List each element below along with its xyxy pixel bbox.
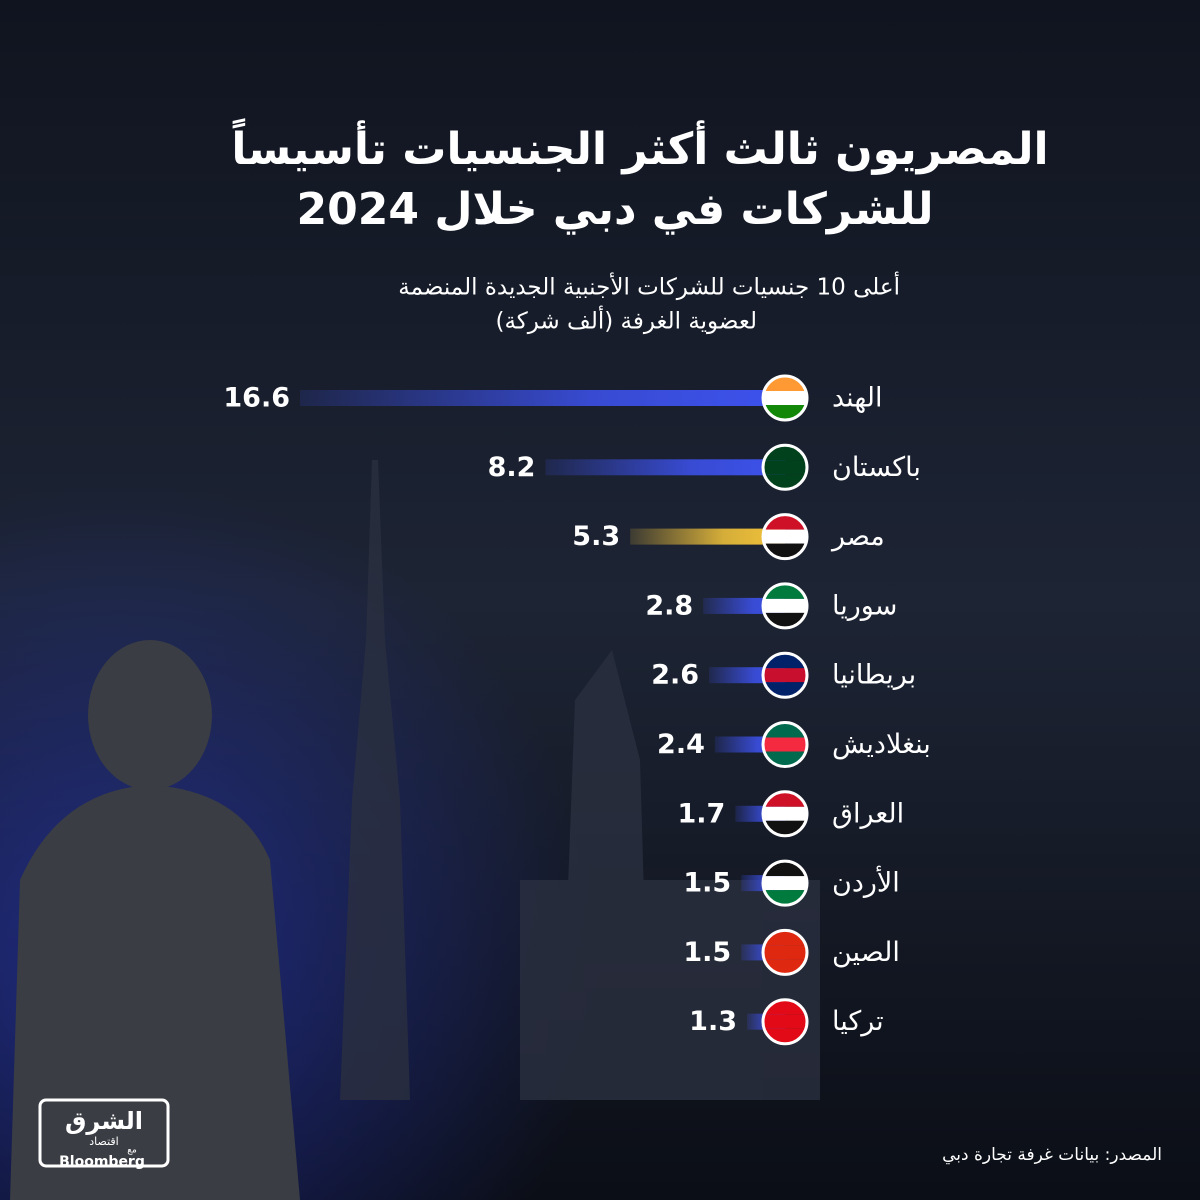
skyline — [340, 460, 820, 1100]
flag-ring — [761, 859, 809, 907]
flag — [764, 931, 806, 974]
value-label: 1.5 — [683, 868, 731, 899]
flag-stripe — [764, 474, 806, 489]
flag-stripe — [764, 945, 806, 960]
bar — [300, 390, 785, 406]
chart-subtitle: أعلى 10 جنسيات للشركات الأجنبية الجديدة … — [398, 272, 900, 301]
flag-ring — [761, 998, 809, 1046]
flag-ring — [761, 374, 809, 422]
flag-ring — [761, 928, 809, 976]
flag-stripe — [764, 751, 806, 766]
flag — [764, 584, 806, 627]
value-label: 2.8 — [645, 590, 693, 621]
bar — [630, 528, 785, 545]
flag-stripe — [764, 654, 806, 669]
category-label: الهند — [832, 383, 883, 414]
category-label: تركيا — [832, 1006, 884, 1037]
flag-stripe — [764, 529, 806, 544]
flag-stripe — [764, 806, 806, 821]
flag-stripe — [764, 682, 806, 697]
bar — [545, 459, 785, 476]
value-label: 16.6 — [223, 383, 290, 414]
flag-ring — [761, 443, 809, 491]
bars: 16.6 الهند 8.2 باكستان 5.3 مصر 2.8 سوريا 2.6 بريط… — [223, 374, 931, 1046]
flag — [764, 723, 806, 766]
flag — [764, 515, 806, 558]
flag-stripe — [764, 543, 806, 558]
logo-name: الشرق — [65, 1107, 143, 1135]
value-label: 1.3 — [689, 1006, 737, 1037]
logo-partner: Bloomberg — [59, 1154, 145, 1170]
logo-with: مع — [127, 1146, 137, 1156]
category-label: بريطانيا — [832, 660, 916, 691]
flag-stripe — [764, 584, 806, 599]
value-label: 5.3 — [572, 521, 620, 552]
source: المصدر: بيانات غرفة تجارة دبي — [942, 1145, 1162, 1165]
flag-stripe — [764, 405, 806, 419]
flag-stripe — [764, 723, 806, 738]
flag-stripe — [764, 792, 806, 807]
category-label: بنغلاديش — [832, 729, 931, 760]
flag-stripe — [764, 377, 806, 391]
flag-ring — [761, 651, 809, 699]
flag — [764, 862, 806, 905]
chart-title: للشركات في دبي خلال 2024 — [297, 184, 934, 235]
flag-stripe — [764, 890, 806, 905]
flag-stripe — [764, 446, 806, 461]
flag-stripe — [764, 931, 806, 946]
flag-stripe — [764, 612, 806, 627]
flag-stripe — [764, 515, 806, 530]
logo-frame — [38, 1098, 170, 1168]
person — [10, 640, 300, 1200]
chart-title: المصريون ثالث أكثر الجنسيات تأسيساً — [231, 117, 1048, 175]
flag-ring — [761, 721, 809, 768]
category-label: باكستان — [832, 452, 921, 483]
flag-stripe — [764, 737, 806, 752]
flag-stripe — [764, 820, 806, 835]
flag-stripe — [764, 668, 806, 683]
flag-stripe — [764, 598, 806, 613]
value-label: 1.7 — [677, 798, 725, 829]
flag-stripe — [764, 391, 806, 405]
value-label: 2.4 — [657, 729, 705, 760]
flag — [764, 654, 806, 697]
logo-sub: اقتصاد — [89, 1135, 118, 1148]
category-label: العراق — [832, 798, 904, 829]
category-label: سوريا — [832, 590, 897, 621]
flag — [764, 377, 806, 419]
category-label: الأردن — [832, 865, 900, 899]
flag-ring — [761, 513, 809, 561]
flag-ring — [761, 582, 809, 630]
flag-stripe — [764, 1028, 806, 1043]
flag-stripe — [764, 862, 806, 877]
flag — [764, 446, 806, 489]
flag — [764, 792, 806, 835]
flag-stripe — [764, 1000, 806, 1015]
flag-ring — [761, 790, 809, 838]
chart-subtitle: لعضوية الغرفة (ألف شركة) — [495, 306, 757, 335]
value-label: 1.5 — [683, 937, 731, 968]
flag-stripe — [764, 1014, 806, 1029]
flag-stripe — [764, 460, 806, 475]
flag — [764, 1000, 806, 1043]
category-label: مصر — [830, 521, 885, 552]
category-label: الصين — [832, 937, 900, 968]
flag-stripe — [764, 959, 806, 974]
flag-stripe — [764, 876, 806, 891]
value-label: 8.2 — [488, 452, 536, 483]
logo: الشرق اقتصاد مع Bloomberg — [38, 1098, 170, 1170]
value-label: 2.6 — [651, 660, 699, 691]
